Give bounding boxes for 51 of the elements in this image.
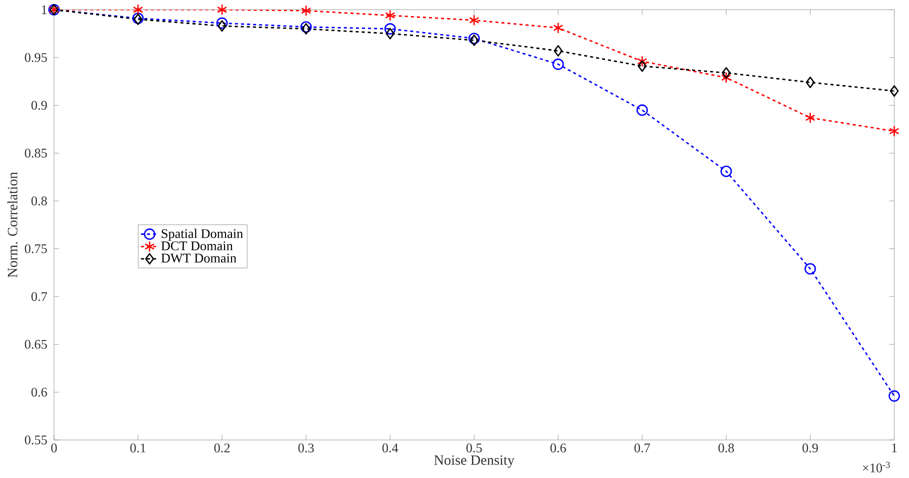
x-tick-label: 0.6 xyxy=(550,444,566,453)
x-tick-label: 0.9 xyxy=(802,444,818,453)
y-tick-label: 0.65 xyxy=(24,340,47,349)
y-tick-label: 0.55 xyxy=(24,436,47,445)
x-tick-label: 0.7 xyxy=(634,444,650,453)
point xyxy=(218,20,227,32)
x-axis-title: Noise Density xyxy=(434,455,514,468)
point xyxy=(890,85,899,97)
y-tick-label: 0.7 xyxy=(31,292,48,302)
y-tick-label: 0.9 xyxy=(31,100,47,110)
legend-label: Spatial Domain xyxy=(162,228,243,241)
point xyxy=(552,58,564,70)
y-tick-label: 1 xyxy=(42,5,47,14)
y-tick-label: 0.6 xyxy=(31,388,48,397)
point xyxy=(553,22,564,34)
point xyxy=(638,60,647,72)
point xyxy=(216,18,228,29)
x-tick-label: 0.8 xyxy=(718,444,734,453)
y-tick-label: 0.85 xyxy=(24,148,47,158)
point xyxy=(806,76,815,88)
point xyxy=(301,5,312,17)
point xyxy=(888,390,900,402)
point xyxy=(721,72,732,84)
point xyxy=(722,67,731,79)
point xyxy=(805,112,816,124)
legend-label: DWT Domain xyxy=(161,254,236,263)
y-axis-title: Norm. Correlation xyxy=(7,172,18,278)
point xyxy=(385,10,396,22)
point xyxy=(217,4,228,16)
point xyxy=(804,263,816,275)
y-tick-label: 0.75 xyxy=(24,244,47,254)
x-tick-label: 0.5 xyxy=(466,444,482,453)
point xyxy=(384,23,396,35)
x-tick-label: 0 xyxy=(51,444,57,453)
point xyxy=(636,104,648,116)
y-tick-label: 0.8 xyxy=(31,196,47,206)
y-tick-label: 0.95 xyxy=(24,53,47,62)
point xyxy=(469,14,480,26)
x-tick-label: 0.2 xyxy=(214,444,230,453)
point xyxy=(132,4,144,16)
point xyxy=(637,56,648,68)
point xyxy=(889,126,900,137)
point xyxy=(386,28,395,40)
point xyxy=(720,166,732,178)
legend-label: DCT Domain xyxy=(161,242,233,250)
x-tick-label: 0.3 xyxy=(298,444,314,453)
text: ×10$^{-3}$ xyxy=(862,462,890,472)
x-tick-label: 0.4 xyxy=(382,444,398,453)
point xyxy=(554,45,563,57)
x-tick-label: 0.1 xyxy=(130,444,146,453)
x-tick-label: 1 xyxy=(892,444,897,452)
